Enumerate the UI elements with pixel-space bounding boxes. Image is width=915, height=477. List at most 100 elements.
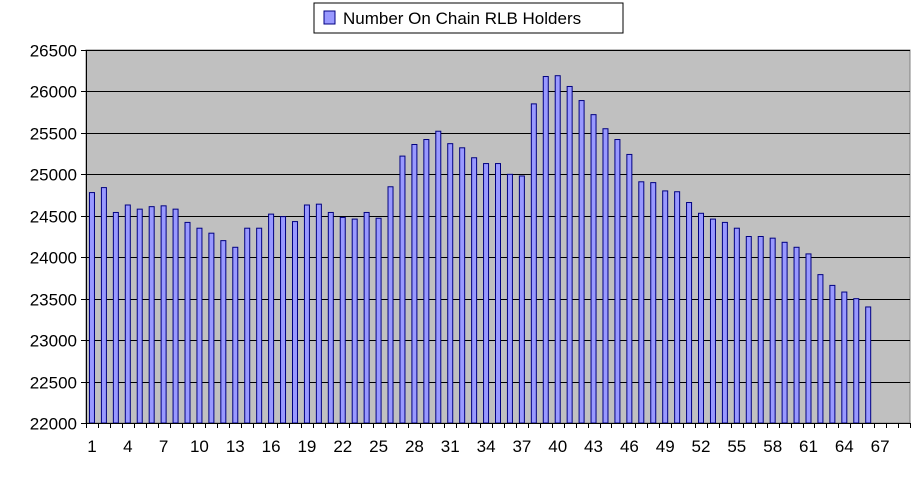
x-tick-label: 13 (226, 437, 245, 456)
bar (447, 143, 454, 424)
bar (578, 100, 585, 424)
bar (423, 139, 430, 424)
legend: Number On Chain RLB Holders (313, 2, 624, 34)
bar (459, 147, 466, 424)
y-tick-label: 23000 (30, 332, 77, 351)
bar (590, 114, 597, 424)
x-axis: 1 4 7 10 13 16 19 22 25 28 31 34 37 40 43 46 49 52 55 58 61 6… (86, 423, 911, 456)
bar (375, 217, 382, 424)
x-tick-label: 28 (405, 437, 424, 456)
x-tick-label: 7 (159, 437, 168, 456)
bar (184, 221, 191, 424)
bar (542, 76, 549, 424)
bar (686, 202, 693, 424)
y-axis: 22000 22500 23000 23500 24000 24500 25000 25500… (30, 42, 87, 434)
bar (363, 211, 370, 424)
bar (268, 213, 275, 424)
x-tick-label: 16 (262, 437, 281, 456)
x-tick-label: 4 (123, 437, 132, 456)
bar (506, 173, 513, 424)
bar (172, 208, 179, 424)
x-tick-label: 43 (584, 437, 603, 456)
x-tick-label: 31 (441, 437, 460, 456)
y-tick-label: 26500 (30, 42, 77, 61)
bar (112, 211, 119, 424)
bar (757, 236, 764, 424)
x-tick-label: 34 (477, 437, 496, 456)
bar (100, 187, 107, 424)
bar (817, 274, 824, 424)
y-tick-label: 23500 (30, 291, 77, 310)
bar (208, 232, 215, 424)
x-tick-label: 58 (763, 437, 782, 456)
y-tick-label: 24000 (30, 249, 77, 268)
x-tick-label: 67 (871, 437, 890, 456)
bar (614, 139, 621, 424)
y-tick-label: 26000 (30, 83, 77, 102)
bar (865, 306, 872, 424)
x-tick-label: 1 (87, 437, 96, 456)
x-tick-label: 55 (727, 437, 746, 456)
bar (674, 191, 681, 424)
bar (518, 175, 525, 424)
y-tick-label: 25500 (30, 125, 77, 144)
bar (745, 236, 752, 424)
bar (698, 212, 705, 424)
bar (721, 221, 728, 424)
x-tick-label: 52 (692, 437, 711, 456)
bar (160, 205, 167, 424)
bar (769, 237, 776, 424)
x-tick-label: 46 (620, 437, 639, 456)
bar (256, 227, 263, 424)
x-tick-label: 37 (512, 437, 531, 456)
bar (339, 216, 346, 424)
y-tick-label: 22000 (30, 415, 77, 434)
x-tick-label: 40 (548, 437, 567, 456)
bar (638, 181, 645, 424)
bar (602, 128, 609, 424)
bar (136, 208, 143, 424)
bar (733, 227, 740, 424)
bar (841, 291, 848, 424)
bar (280, 216, 287, 424)
y-tick-label: 24500 (30, 208, 77, 227)
bar (805, 253, 812, 424)
bar (399, 155, 406, 424)
y-tick-label: 22500 (30, 374, 77, 393)
bar (124, 204, 131, 424)
y-tick-label: 25000 (30, 166, 77, 185)
x-tick-label: 19 (297, 437, 316, 456)
bar (196, 227, 203, 424)
bar (471, 157, 478, 424)
legend-label: Number On Chain RLB Holders (343, 9, 581, 28)
bar (793, 246, 800, 424)
bar (351, 218, 358, 424)
bar (232, 246, 239, 424)
bar (244, 227, 251, 424)
bar (88, 192, 95, 424)
bar (853, 298, 860, 424)
bar (566, 85, 573, 424)
bar (626, 153, 633, 424)
x-tick-label: 22 (333, 437, 352, 456)
bar (554, 75, 561, 424)
bar (829, 284, 836, 424)
legend-box (313, 2, 624, 34)
legend-swatch (323, 10, 336, 25)
bar (650, 182, 657, 424)
bar (220, 240, 227, 424)
bar (662, 190, 669, 424)
x-tick-label: 49 (656, 437, 675, 456)
bar (291, 221, 298, 424)
bar (387, 186, 394, 424)
bar (303, 204, 310, 424)
x-tick-label: 61 (799, 437, 818, 456)
x-tick-label: 64 (835, 437, 854, 456)
bar (495, 163, 501, 424)
x-tick-label: 25 (369, 437, 388, 456)
bar (148, 206, 155, 424)
bar (483, 163, 490, 424)
bar (327, 211, 334, 424)
